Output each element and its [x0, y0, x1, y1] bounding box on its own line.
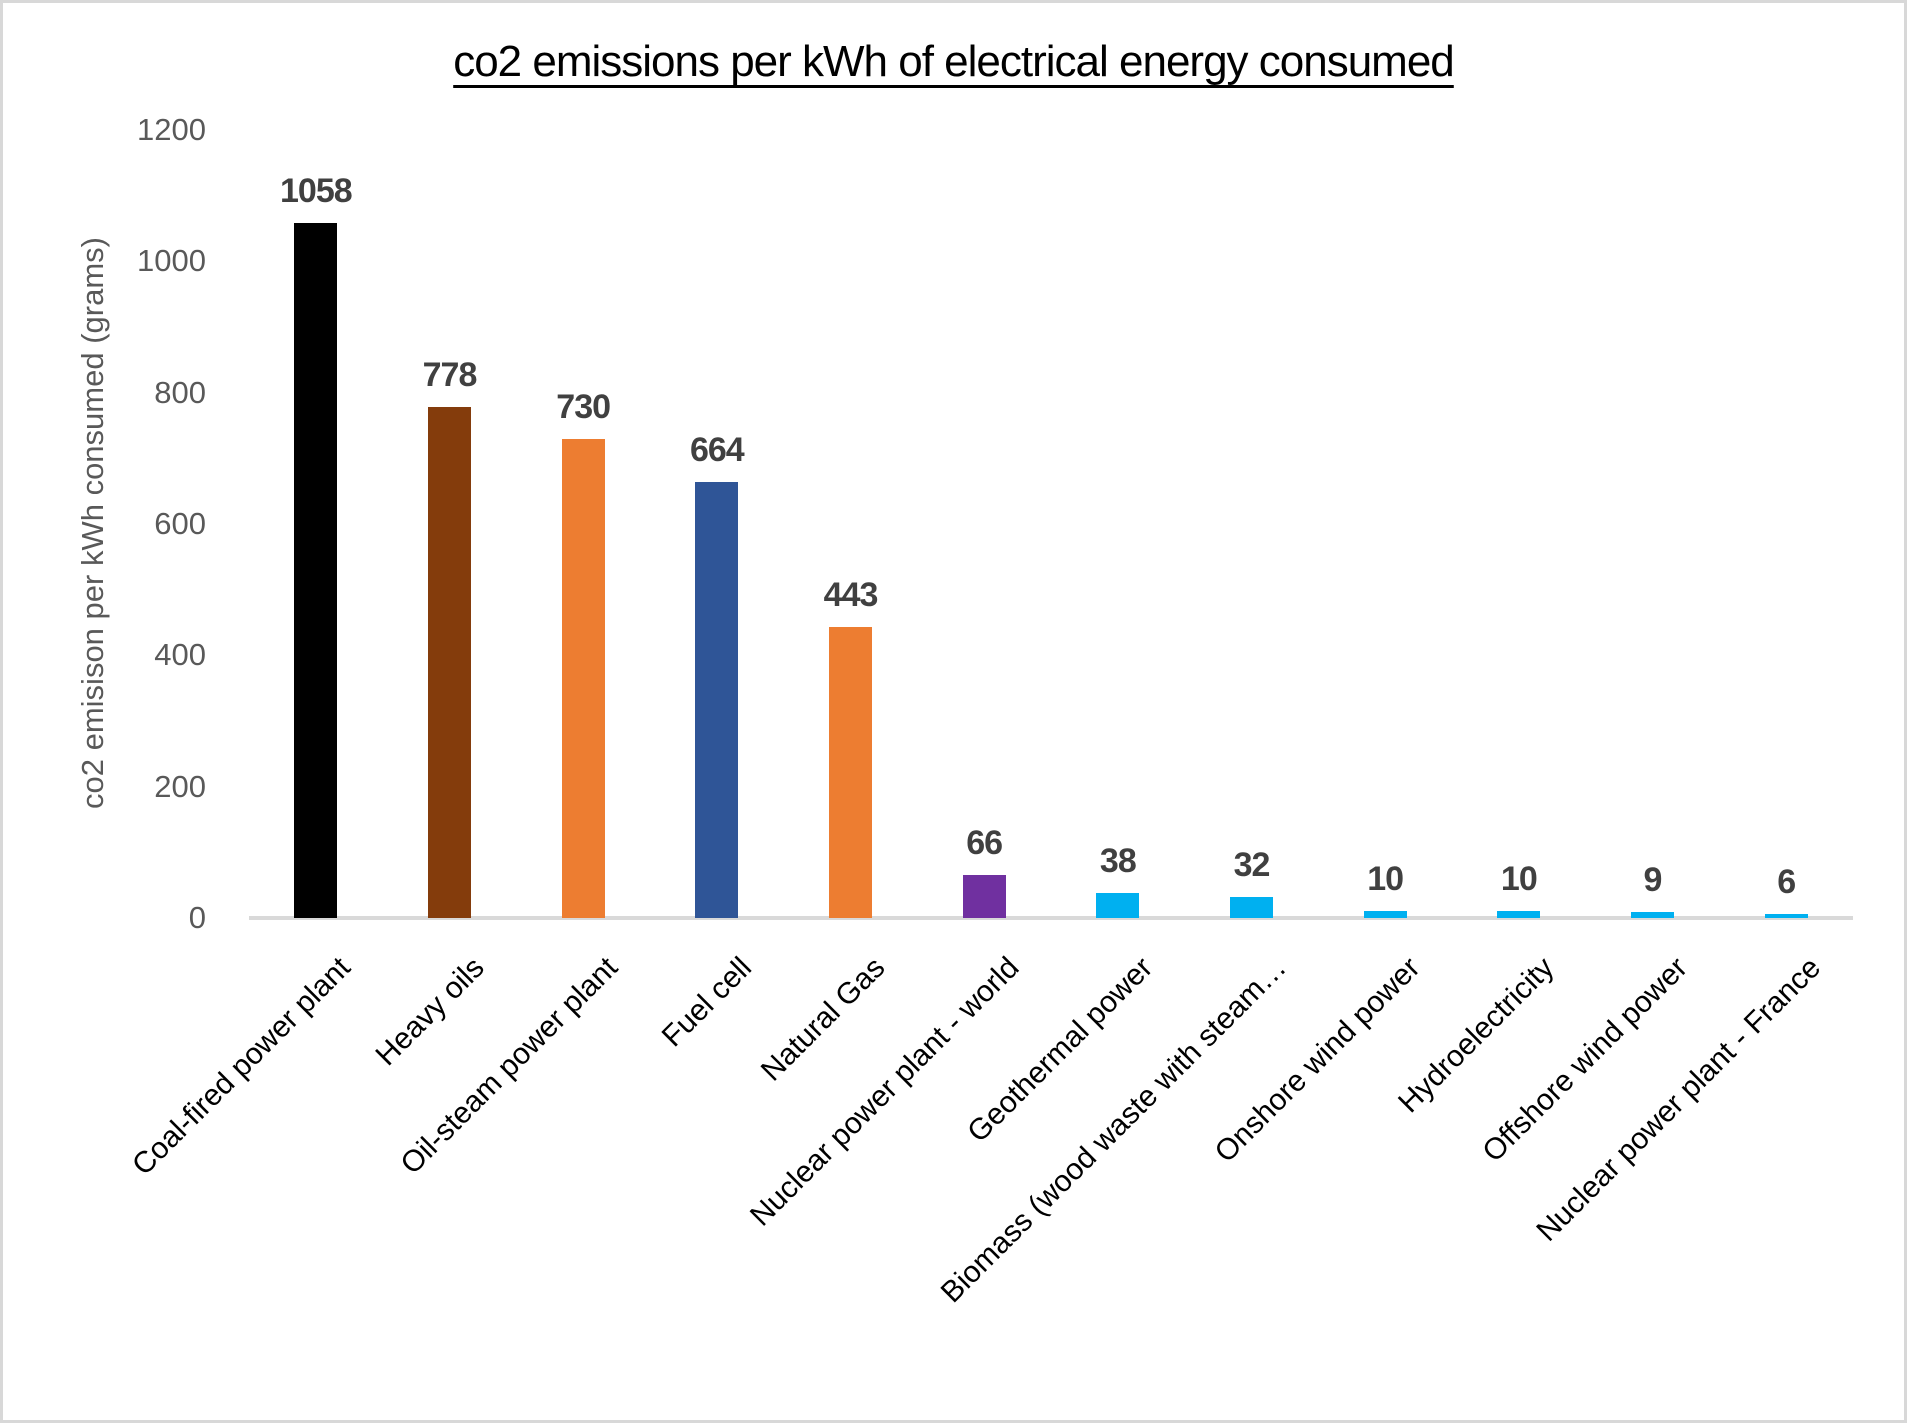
- value-label: 9: [1643, 861, 1663, 900]
- x-tick-label: Nuclear power plant - France: [1530, 951, 1828, 1248]
- x-tick-label: Oil-steam power plant: [394, 951, 625, 1181]
- value-label: 32: [1233, 845, 1271, 884]
- y-tick-label: 1000: [137, 243, 206, 279]
- y-tick-label: 200: [154, 768, 206, 804]
- bar-heavy-oils: [428, 407, 471, 918]
- value-label: 38: [1099, 842, 1137, 881]
- y-tick-label: 1200: [137, 112, 206, 147]
- value-label: 730: [556, 387, 611, 426]
- value-label: 10: [1500, 860, 1538, 899]
- bar-nuclear-power-plant-france: [1764, 914, 1808, 918]
- value-label: 1058: [280, 172, 353, 211]
- bar-coal-fired-power-plant: [294, 223, 338, 918]
- x-axis-line: [249, 916, 1853, 920]
- x-tick-label: Heavy oils: [369, 951, 491, 1073]
- bar-geothermal-power: [1096, 893, 1140, 918]
- chart-title: co2 emissions per kWh of electrical ener…: [453, 37, 1455, 86]
- bar-oil-steam-power-plant: [561, 438, 605, 918]
- value-label: 66: [966, 823, 1003, 862]
- x-tick-label: Fuel cell: [655, 951, 759, 1054]
- x-tick-label: Nuclear power plant - world: [743, 951, 1026, 1233]
- bar-fuel-cell: [695, 481, 739, 918]
- x-tick-label: Natural Gas: [755, 951, 892, 1088]
- value-label: 6: [1777, 863, 1796, 902]
- bar-onshore-wind-power: [1363, 911, 1407, 918]
- y-tick-label: 800: [154, 374, 206, 410]
- value-label: 443: [823, 576, 879, 615]
- bar-natural-gas: [829, 627, 872, 918]
- y-tick-label: 400: [154, 637, 206, 673]
- x-tick-label: Coal-fired power plant: [126, 951, 358, 1182]
- y-tick-label: 0: [188, 900, 206, 935]
- bar-hydroelectricity: [1497, 911, 1541, 918]
- value-label: 664: [689, 430, 745, 469]
- bar-offshore-wind-power: [1631, 912, 1674, 918]
- bar-biomass-wood-waste-with-steam: [1230, 896, 1273, 918]
- bar-nuclear-power-plant-world: [962, 874, 1006, 918]
- y-tick-label: 600: [154, 506, 206, 541]
- value-label: 778: [422, 356, 478, 395]
- value-label: 10: [1367, 860, 1404, 899]
